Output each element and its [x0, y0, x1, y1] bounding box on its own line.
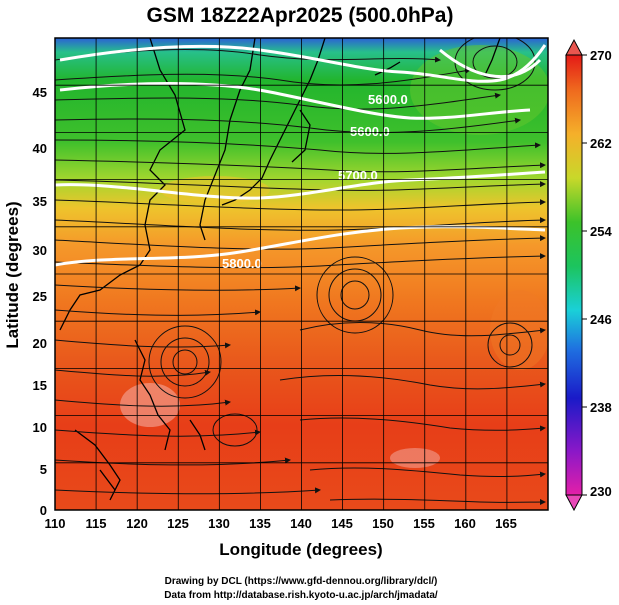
colorbar-tick-label: 262 [590, 136, 612, 151]
x-tick-label: 125 [167, 516, 189, 531]
y-axis: 0 5 10 15 20 25 30 35 40 45 [33, 85, 47, 518]
x-tick-label: 135 [249, 516, 271, 531]
x-tick-label: 165 [495, 516, 517, 531]
x-axis-label: Longitude (degrees) [219, 540, 382, 559]
x-tick-label: 145 [331, 516, 353, 531]
contour-label: 5700.0 [338, 168, 378, 183]
x-tick-label: 160 [454, 516, 476, 531]
streamlines [55, 38, 546, 506]
y-tick-label: 35 [33, 194, 47, 209]
y-tick-label: 45 [33, 85, 47, 100]
credit-line-data: Data from http://database.rish.kyoto-u.a… [164, 590, 438, 601]
colorbar-min-arrow [565, 494, 583, 512]
orange-patch-east [490, 290, 548, 370]
y-axis-label: Latitude (degrees) [3, 201, 22, 348]
x-tick-label: 130 [208, 516, 230, 531]
colorbar: 230 238 246 254 262 270 [565, 38, 612, 512]
y-tick-label: 10 [33, 420, 47, 435]
field-overlays: 5600.0 5600.0 5700.0 5800.0 [55, 38, 548, 506]
contour-label: 5800.0 [222, 256, 262, 271]
colorbar-max-arrow [565, 38, 583, 56]
colorbar-tick-label: 254 [590, 224, 612, 239]
plot-area: 5600.0 5600.0 5700.0 5800.0 [54, 37, 549, 511]
colorbar-tick-label: 246 [590, 312, 612, 327]
x-tick-label: 120 [126, 516, 148, 531]
y-tick-label: 40 [33, 141, 47, 156]
x-tick-label: 110 [45, 516, 66, 531]
warm-patch [160, 176, 270, 204]
lat-lon-grid [55, 38, 548, 510]
colorbar-ticks [582, 54, 587, 496]
colorbar-scale [565, 54, 583, 496]
plot-frame [54, 37, 549, 511]
x-tick-label: 155 [413, 516, 435, 531]
x-axis: 110 115 120 125 130 135 140 145 150 155 … [45, 516, 517, 531]
y-tick-label: 5 [40, 462, 47, 477]
credit-line-drawing: Drawing by DCL (https://www.gfd-dennou.o… [165, 576, 438, 587]
y-tick-label: 0 [40, 503, 47, 518]
pale-patch-equatorial [390, 448, 440, 468]
contour-label: 5600.0 [368, 92, 408, 107]
y-tick-label: 25 [33, 289, 47, 304]
colorbar-tick-label: 270 [590, 48, 612, 63]
x-tick-label: 140 [290, 516, 312, 531]
north-east-patch [410, 45, 548, 135]
colorbar-tick-label: 238 [590, 400, 612, 415]
contour-label: 5600.0 [350, 124, 390, 139]
x-tick-label: 115 [86, 516, 107, 531]
y-tick-label: 20 [33, 336, 47, 351]
y-tick-label: 30 [33, 243, 47, 258]
figure-title: GSM 18Z22Apr2025 (500.0hPa) [147, 4, 454, 27]
y-tick-label: 15 [33, 378, 47, 393]
colorbar-tick-label: 230 [590, 484, 612, 499]
x-tick-label: 150 [372, 516, 394, 531]
